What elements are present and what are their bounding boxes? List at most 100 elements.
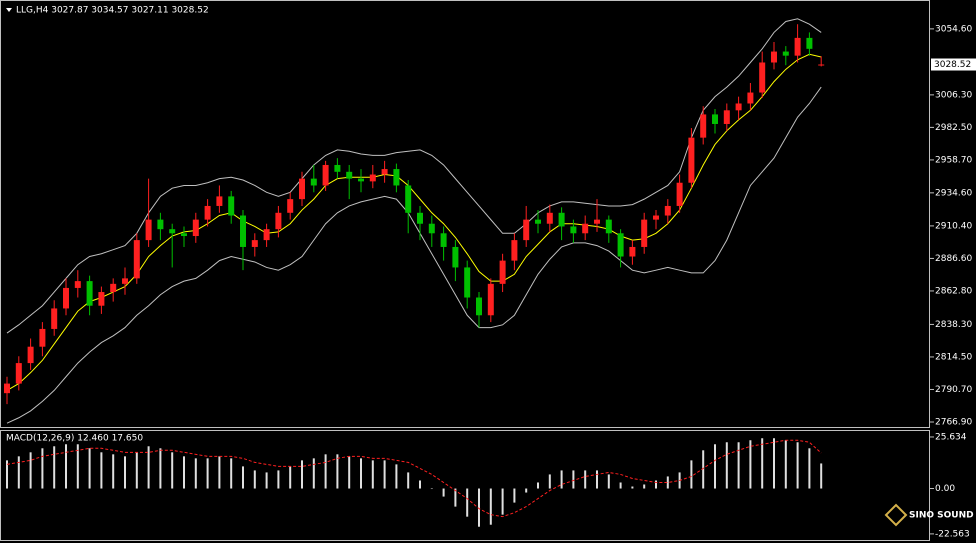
candle-body (157, 219, 164, 230)
macd-bar (631, 486, 634, 489)
indicator-line (6, 86, 822, 424)
logo-text: SINO SOUND (909, 511, 974, 521)
candle-body (287, 199, 294, 213)
macd-bar (88, 448, 91, 489)
candle-body (240, 215, 246, 247)
macd-bar (336, 454, 339, 489)
candle-body (98, 292, 105, 306)
candle-body (747, 92, 754, 104)
candle-body (15, 363, 22, 384)
macd-bar (666, 476, 669, 489)
signal-line (6, 439, 822, 518)
macd-bar (596, 470, 598, 489)
macd-bar (383, 460, 386, 489)
macd-bar (442, 488, 445, 497)
macd-bar (808, 448, 811, 489)
candle-body (86, 281, 93, 306)
macd-bar (796, 442, 799, 489)
candle-body (145, 219, 152, 241)
candle-body (641, 219, 648, 247)
y-tick-label: 2766.90 (935, 417, 972, 427)
macd-bar (218, 456, 221, 489)
candle-body (759, 62, 766, 93)
candle-body (452, 246, 459, 268)
last-price-label: 3028.52 (934, 60, 971, 70)
macd-bar (100, 452, 103, 489)
macd-bar (265, 472, 268, 489)
candle-body (664, 205, 671, 216)
macd-bar (749, 440, 752, 489)
macd-bar (41, 448, 44, 489)
candle-body (676, 182, 683, 206)
y-tick-label: 2814.50 (935, 352, 972, 362)
candle-body (523, 219, 530, 241)
candle-body (605, 219, 612, 234)
y-tick-label: 2958.70 (935, 155, 972, 165)
candle-body (299, 178, 305, 200)
macd-bar (371, 460, 374, 489)
candle-body (275, 212, 282, 230)
y-tick-label: 2862.80 (935, 286, 972, 296)
macd-bar (76, 444, 79, 489)
y-tick-label: 2982.50 (935, 123, 972, 133)
macd-bar (784, 440, 787, 489)
macd-bar (725, 442, 728, 489)
macd-bar (737, 442, 740, 489)
candle-body (122, 278, 128, 284)
candle-body (63, 287, 69, 309)
macd-bar (655, 480, 657, 489)
candle-body (405, 185, 412, 213)
candle-body (133, 240, 140, 279)
candle-body (476, 297, 482, 316)
price-header: LLG,H4 3027.87 3034.57 3027.11 3028.52 (16, 6, 209, 16)
candle-body (806, 37, 813, 49)
candle-body (204, 205, 211, 220)
candle-body (381, 169, 388, 175)
macd-bar (619, 482, 622, 489)
macd-bar (124, 456, 126, 489)
macd-bar (65, 444, 67, 489)
macd-bar (501, 488, 504, 515)
macd-bar (348, 456, 351, 489)
candle-body (216, 196, 223, 206)
macd-bar (572, 470, 575, 489)
candle-body (169, 229, 176, 234)
candle-body (358, 178, 364, 182)
macd-bar (525, 488, 528, 493)
candle-body (782, 51, 789, 56)
macd-bar (312, 458, 315, 489)
macd-bar (206, 458, 209, 489)
candle-body (735, 103, 742, 111)
macd-bar (230, 458, 233, 489)
macd-bar (761, 438, 764, 489)
macd-bar (171, 452, 174, 489)
macd-bar (135, 452, 138, 489)
candle-body (653, 215, 659, 220)
y-tick-label: 25.634 (935, 432, 967, 442)
candle-body (712, 114, 718, 124)
candle-body (417, 212, 423, 224)
macd-bar (159, 448, 162, 489)
y-tick-label: 2886.60 (935, 254, 972, 264)
y-tick-label: 2838.30 (935, 320, 972, 330)
candle-body (464, 267, 471, 298)
macd-bar (560, 470, 563, 489)
candle-body (39, 328, 46, 347)
macd-bar (584, 470, 587, 489)
macd-header: MACD(12,26,9) 12.460 17.650 (6, 434, 143, 444)
macd-bar (395, 464, 398, 489)
candle-body (310, 178, 317, 186)
macd-bar (183, 456, 185, 489)
macd-bar (454, 488, 457, 507)
y-tick-label: 2790.70 (935, 385, 972, 395)
candle-body (723, 110, 730, 124)
macd-bar (112, 454, 115, 489)
candle-body (346, 171, 353, 179)
candle-body (546, 212, 553, 224)
candle-body (771, 51, 777, 63)
candle-body (74, 281, 81, 288)
candle-body (818, 64, 825, 66)
candle-body (499, 260, 506, 284)
macd-bar (537, 482, 539, 489)
macd-bar (17, 456, 20, 489)
